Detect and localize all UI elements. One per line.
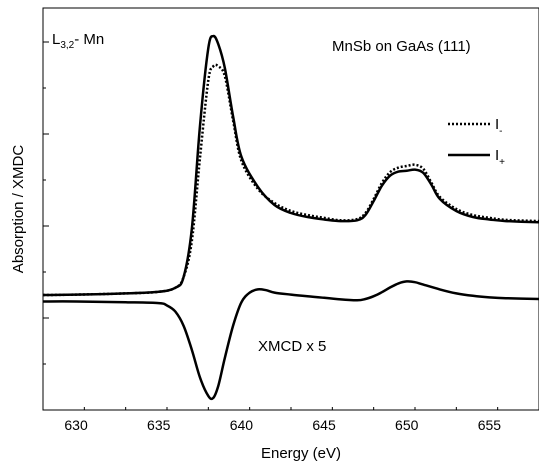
- x-tick-label: 640: [230, 417, 254, 433]
- xmcd-annotation: XMCD x 5: [258, 338, 326, 355]
- legend: I- I+: [448, 116, 505, 168]
- legend-label-i-minus: I-: [495, 116, 503, 137]
- series-layer: [42, 34, 539, 401]
- x-tick-label: 655: [478, 417, 502, 433]
- edge-label-sub: 3,2: [60, 40, 74, 51]
- x-tick-label: 650: [395, 417, 419, 433]
- legend-label-i-plus: I+: [495, 147, 505, 168]
- x-tick-label: 645: [312, 417, 336, 433]
- y-axis-ticks: [43, 41, 49, 411]
- legend-label-i-plus-sub: +: [499, 157, 505, 168]
- series-line-I-minus: [42, 63, 539, 297]
- sample-label: MnSb on GaAs (111): [332, 38, 471, 55]
- edge-label: L3,2- Mn: [52, 31, 104, 51]
- edge-label-suffix: - Mn: [74, 31, 104, 48]
- y-axis-label: Absorption / XMDC: [10, 145, 27, 274]
- x-tick-label: 635: [147, 417, 171, 433]
- x-tick-label: 630: [64, 417, 88, 433]
- legend-label-i-minus-main: I: [495, 116, 499, 133]
- x-axis-label: Energy (eV): [261, 445, 341, 462]
- x-axis-ticks: 630 635 640 645 650 655: [42, 407, 539, 433]
- legend-label-i-plus-main: I: [495, 147, 499, 164]
- edge-label-main: L: [52, 31, 60, 48]
- series-line-xmcd: [42, 280, 539, 401]
- legend-label-i-minus-sub: -: [499, 126, 502, 137]
- series-line-I-plus: [42, 34, 539, 297]
